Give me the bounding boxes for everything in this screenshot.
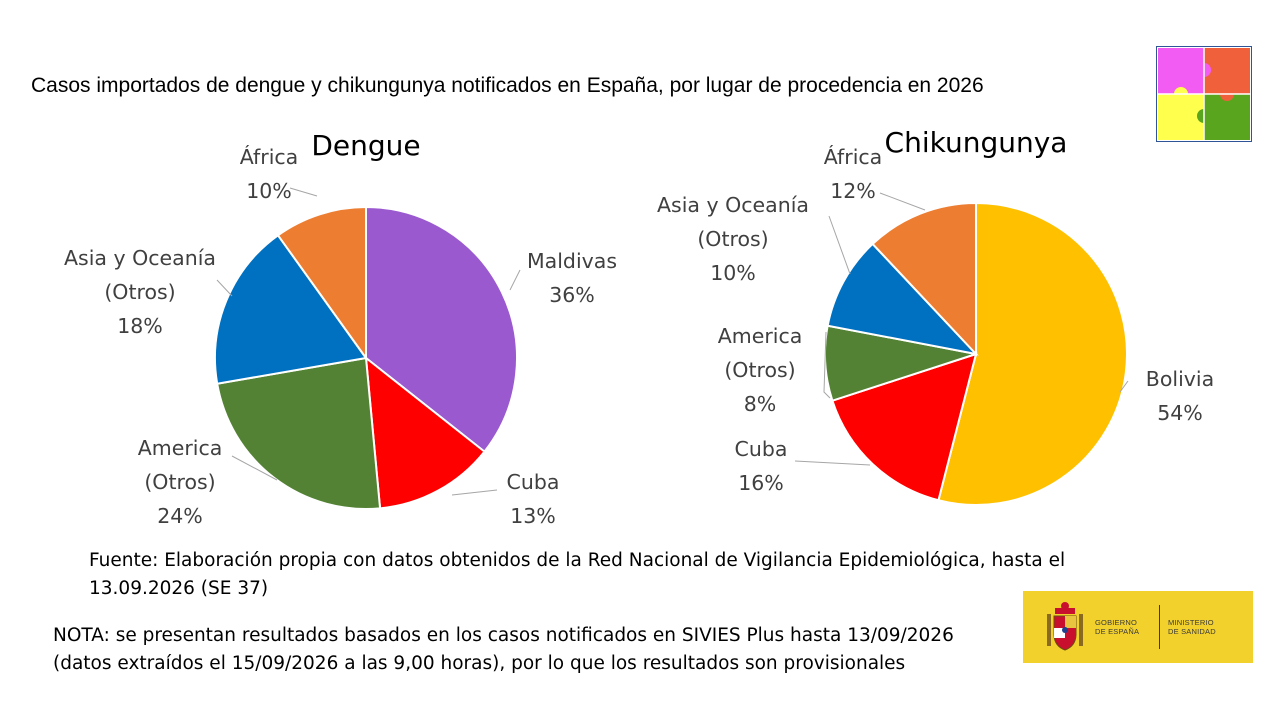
slice-label-maldivas: Maldivas 36%	[527, 249, 617, 307]
slice-value-label: 12%	[830, 179, 876, 203]
slice-category-label: África	[824, 144, 882, 169]
puzzle-piece-yellow	[1158, 94, 1204, 140]
slice-label-asia-y-oceania-otros: Asia y Oceanía (Otros) 10%	[657, 193, 809, 285]
gobierno-de-espana-logo: GOBIERNO DE ESPAÑA MINISTERIO DE SANIDAD	[1023, 591, 1253, 663]
logo-ministerio-line-1: MINISTERIO	[1168, 618, 1214, 627]
pie-slice-cuba	[364, 355, 486, 510]
leader-line-africa	[289, 187, 318, 197]
slice-label-cuba: Cuba 16%	[735, 437, 788, 495]
leader-line-maldivas	[509, 269, 521, 291]
leader-line-africa	[879, 192, 926, 211]
slice-value-label: 8%	[744, 392, 777, 416]
logo-gobierno-line-2: DE ESPAÑA	[1095, 627, 1140, 636]
slice-category-label: Asia y Oceanía	[657, 193, 809, 217]
slice-label-africa: África 10%	[240, 144, 298, 203]
source-note: Fuente: Elaboración propia con datos obt…	[89, 550, 1066, 599]
pie-slice-africa	[276, 205, 367, 362]
leader-line-asia	[828, 215, 851, 275]
slice-category-label: Maldivas	[527, 249, 617, 273]
leader-line-bolivia	[1119, 380, 1129, 393]
slice-category-label: (Otros)	[144, 470, 215, 494]
slice-value-label: 16%	[738, 471, 784, 495]
slice-label-america-otros: America (Otros) 24%	[138, 436, 223, 528]
pie-slice-america-otros	[216, 356, 382, 510]
slice-category-label: Asia y Oceanía	[64, 246, 216, 270]
coat-of-arms-icon	[1047, 602, 1083, 651]
slice-value-label: 13%	[510, 504, 556, 528]
dengue-pie-chart: Dengue Maldivas 36% Cuba 13% America (Otros) 2…	[64, 129, 617, 528]
leader-line-cuba	[451, 489, 498, 496]
slice-value-label: 10%	[246, 179, 292, 203]
leader-line-america	[823, 331, 831, 399]
puzzle-icon	[1155, 45, 1253, 143]
puzzle-piece-green	[1204, 94, 1250, 140]
slice-category-label: (Otros)	[697, 227, 768, 251]
pie-slice-africa	[871, 201, 977, 357]
slice-value-label: 10%	[710, 261, 756, 285]
slice-value-label: 24%	[157, 504, 203, 528]
slice-category-label: Cuba	[507, 470, 560, 494]
slice-category-label: America	[138, 436, 223, 460]
leader-line-america	[231, 455, 278, 481]
slice-category-label: (Otros)	[104, 280, 175, 304]
pie-slice-bolivia	[937, 201, 1128, 506]
provisional-note: NOTA: se presentan resultados basados en…	[53, 625, 954, 674]
logo-gobierno-line-1: GOBIERNO	[1095, 618, 1138, 627]
logo-ministerio-line-2: DE SANIDAD	[1168, 627, 1216, 636]
slice-category-label: (Otros)	[724, 358, 795, 382]
leader-line-cuba	[794, 460, 871, 466]
slice-value-label: 18%	[117, 314, 163, 338]
slice-category-label: Cuba	[735, 437, 788, 461]
slice-label-cuba: Cuba 13%	[507, 470, 560, 528]
leader-line-asia	[216, 279, 233, 297]
puzzle-piece-orange	[1204, 48, 1250, 94]
slice-value-label: 36%	[549, 283, 595, 307]
slice-value-label: 54%	[1157, 401, 1203, 425]
pie-slice-asia-y-oceania-otros	[214, 233, 368, 385]
dengue-chart-title: Dengue	[311, 129, 420, 162]
pie-slice-cuba	[831, 352, 978, 502]
page-title: Casos importados de dengue y chikungunya…	[31, 74, 984, 97]
slice-category-label: Bolivia	[1146, 367, 1214, 391]
slice-label-asia-y-oceania-otros: Asia y Oceanía (Otros) 18%	[64, 246, 216, 338]
chikungunya-chart-title: Chikungunya	[885, 126, 1068, 159]
slice-label-africa: África 12%	[824, 144, 882, 203]
pie-slice-asia-y-oceania-otros	[826, 242, 979, 356]
slice-label-bolivia: Bolivia 54%	[1146, 367, 1214, 425]
slice-category-label: America	[718, 324, 803, 348]
puzzle-piece-magenta	[1158, 48, 1204, 94]
pie-slice-maldivas	[365, 205, 518, 454]
slice-category-label: África	[240, 144, 298, 169]
logo-divider	[1159, 605, 1160, 649]
slice-label-america-otros: America (Otros) 8%	[718, 324, 803, 416]
chikungunya-pie-chart: Chikungunya Bolivia 54% Cuba 16% America (Otr…	[657, 126, 1214, 506]
